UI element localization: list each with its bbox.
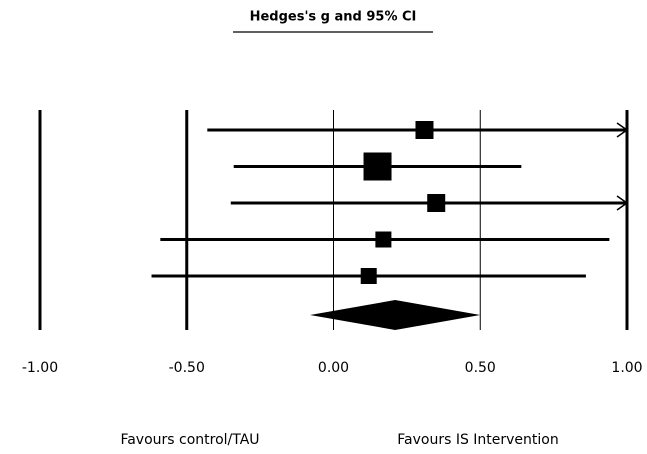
- summary-diamond: [310, 300, 481, 330]
- ci-arrow: [616, 122, 629, 138]
- x-tick-label: -0.50: [169, 360, 205, 376]
- x-tick-label: 0.50: [465, 360, 496, 376]
- point-estimate: [415, 121, 434, 139]
- x-tick-label: -1.00: [22, 360, 58, 376]
- point-estimate: [360, 268, 377, 284]
- left-label: Favours control/TAU: [120, 432, 259, 448]
- chart-title: Hedges's g and 95% CI: [250, 10, 417, 25]
- point-estimate: [363, 152, 392, 181]
- point-estimate: [375, 231, 392, 248]
- right-label: Favours IS Intervention: [397, 432, 559, 448]
- x-tick-label: 0.00: [318, 360, 349, 376]
- x-tick-label: 1.00: [611, 360, 642, 376]
- ci-arrow: [616, 195, 629, 211]
- point-estimate: [427, 194, 446, 212]
